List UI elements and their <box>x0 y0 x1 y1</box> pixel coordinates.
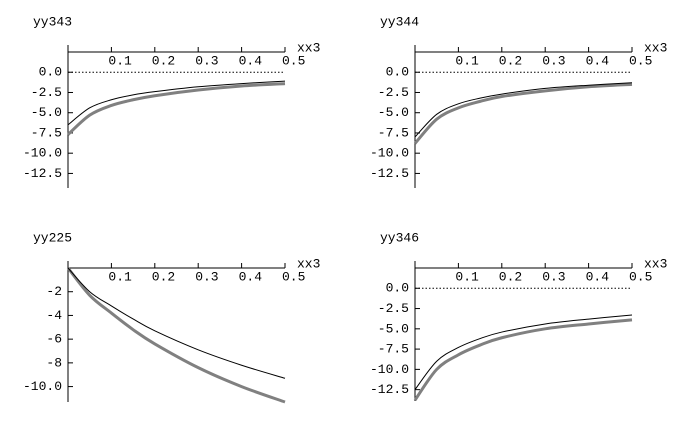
x-tick-label: 0.2 <box>499 269 522 284</box>
x-tick-label: 0.4 <box>239 53 263 68</box>
y-axis-label: yy343 <box>33 14 72 29</box>
y-tick-label: -7.5 <box>378 342 409 357</box>
y-axis-label: yy225 <box>33 230 72 245</box>
y-tick-label: -2.5 <box>378 301 409 316</box>
x-axis-label: xx3 <box>644 256 667 271</box>
series-line <box>67 80 286 126</box>
y-tick-label: 0.0 <box>386 281 409 296</box>
y-tick-label: -7.5 <box>31 125 62 140</box>
series-line <box>66 82 286 136</box>
x-tick-label: 0.2 <box>152 53 175 68</box>
x-axis-label: xx3 <box>644 40 667 55</box>
x-tick-label: 0.2 <box>152 269 175 284</box>
y-tick-label: -2 <box>46 284 62 299</box>
x-tick-label: 0.5 <box>629 269 652 284</box>
x-axis-label: xx3 <box>297 256 320 271</box>
y-tick-label: -12.5 <box>23 166 62 181</box>
y-axis-label: yy346 <box>380 230 419 245</box>
y-tick-label: -12.5 <box>370 382 409 397</box>
x-tick-label: 0.5 <box>282 269 305 284</box>
y-axis-label: yy344 <box>380 14 419 29</box>
y-tick-label: -6 <box>46 332 62 347</box>
y-tick-label: 0.0 <box>39 65 62 80</box>
series-line <box>413 82 633 145</box>
x-tick-label: 0.1 <box>108 269 132 284</box>
x-axis-label: xx3 <box>297 40 320 55</box>
x-tick-label: 0.1 <box>108 53 132 68</box>
y-tick-label: -12.5 <box>370 166 409 181</box>
x-tick-label: 0.4 <box>586 53 610 68</box>
x-tick-label: 0.3 <box>542 269 565 284</box>
series-line <box>414 314 633 390</box>
x-tick-label: 0.4 <box>239 269 263 284</box>
y-tick-label: -2.5 <box>378 85 409 100</box>
x-tick-label: 0.1 <box>455 269 479 284</box>
y-tick-label: -5.0 <box>31 105 62 120</box>
y-tick-label: -8 <box>46 355 62 370</box>
y-tick-label: -7.5 <box>378 125 409 140</box>
x-tick-label: 0.2 <box>499 53 522 68</box>
x-tick-label: 0.5 <box>282 53 305 68</box>
y-tick-label: -10.0 <box>23 146 62 161</box>
y-tick-label: -5.0 <box>378 321 409 336</box>
x-tick-label: 0.5 <box>629 53 652 68</box>
x-tick-label: 0.3 <box>195 269 218 284</box>
y-tick-label: 0.0 <box>386 65 409 80</box>
y-tick-label: -5.0 <box>378 105 409 120</box>
series-line <box>66 267 286 404</box>
y-tick-label: -10.0 <box>370 146 409 161</box>
series-line <box>414 82 633 138</box>
y-tick-label: -10.0 <box>23 379 62 394</box>
y-tick-label: -10.0 <box>370 362 409 377</box>
x-tick-label: 0.1 <box>455 53 479 68</box>
x-tick-label: 0.3 <box>195 53 218 68</box>
y-tick-label: -4 <box>46 308 62 323</box>
series-line <box>67 267 286 379</box>
x-tick-label: 0.4 <box>586 269 610 284</box>
x-tick-label: 0.3 <box>542 53 565 68</box>
series-line <box>413 318 633 402</box>
y-tick-label: -2.5 <box>31 85 62 100</box>
